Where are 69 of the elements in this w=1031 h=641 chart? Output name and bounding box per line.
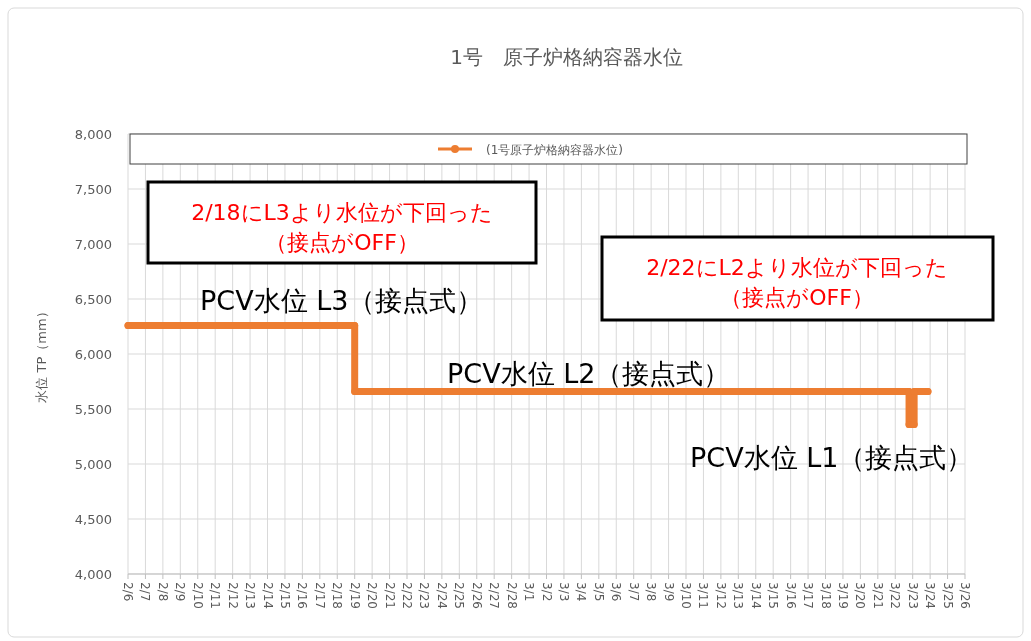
x-tick-label: 3/11 bbox=[696, 582, 711, 609]
x-tick-label: 2/15 bbox=[277, 582, 292, 609]
x-tick-label: 2/16 bbox=[295, 582, 310, 609]
x-tick-label: 2/21 bbox=[382, 582, 397, 609]
x-tick-label: 2/12 bbox=[225, 582, 240, 609]
annotation: （接点がOFF） bbox=[720, 285, 874, 310]
x-tick-label: 2/26 bbox=[469, 582, 484, 609]
x-tick-label: 3/7 bbox=[626, 582, 641, 602]
legend-label: (1号原子炉格納容器水位) bbox=[486, 143, 623, 157]
annotation: PCV水位 L3（接点式） bbox=[200, 285, 484, 316]
annotation: （接点がOFF） bbox=[265, 230, 419, 255]
annotation: PCV水位 L2（接点式） bbox=[447, 358, 731, 389]
x-tick-label: 2/6 bbox=[121, 582, 135, 602]
x-tick-label: 3/13 bbox=[731, 582, 746, 609]
x-tick-label: 2/19 bbox=[347, 582, 362, 609]
y-tick-label: 5,500 bbox=[74, 402, 112, 417]
x-tick-label: 3/12 bbox=[713, 582, 728, 609]
x-tick-label: 2/17 bbox=[312, 582, 327, 609]
x-tick-label: 2/27 bbox=[487, 582, 502, 609]
x-tick-label: 3/1 bbox=[522, 582, 537, 602]
x-tick-label: 3/19 bbox=[835, 582, 850, 609]
x-tick-label: 3/16 bbox=[783, 582, 798, 609]
x-tick-label: 2/28 bbox=[504, 582, 519, 609]
x-tick-label: 2/25 bbox=[452, 582, 467, 609]
x-tick-label: 2/18 bbox=[330, 582, 345, 609]
x-tick-label: 2/20 bbox=[365, 582, 380, 609]
y-tick-label: 7,000 bbox=[74, 237, 112, 252]
x-tick-label: 3/2 bbox=[539, 582, 554, 602]
annotation: 2/22にL2より水位が下回った bbox=[646, 255, 948, 280]
annotation: PCV水位 L1（接点式） bbox=[690, 442, 974, 473]
x-tick-label: 2/9 bbox=[173, 582, 188, 602]
y-tick-label: 6,000 bbox=[74, 347, 112, 362]
x-tick-label: 3/21 bbox=[870, 582, 885, 609]
x-tick-label: 2/24 bbox=[434, 582, 449, 609]
x-tick-label: 3/6 bbox=[609, 582, 624, 602]
y-tick-label: 5,000 bbox=[74, 457, 112, 472]
chart-title: 1号 原子炉格納容器水位 bbox=[450, 45, 683, 69]
x-tick-label: 2/14 bbox=[260, 582, 275, 609]
x-tick-label: 3/3 bbox=[556, 582, 571, 602]
x-tick-label: 2/10 bbox=[190, 582, 205, 609]
x-tick-label: 3/15 bbox=[766, 582, 781, 609]
x-tick-label: 3/8 bbox=[644, 582, 659, 602]
x-tick-label: 3/20 bbox=[853, 582, 868, 609]
x-tick-label: 3/24 bbox=[923, 582, 938, 609]
x-tick-label: 3/9 bbox=[661, 582, 676, 602]
annotation: 2/18にL3より水位が下回った bbox=[191, 200, 493, 225]
x-tick-label: 3/23 bbox=[905, 582, 920, 609]
x-tick-label: 3/10 bbox=[679, 582, 693, 609]
x-tick-label: 3/5 bbox=[591, 582, 606, 602]
x-tick-label: 2/7 bbox=[138, 582, 153, 602]
x-tick-label: 3/26 bbox=[958, 582, 972, 609]
x-tick-label: 2/23 bbox=[417, 582, 432, 609]
x-tick-label: 2/13 bbox=[243, 582, 258, 609]
x-tick-label: 3/4 bbox=[574, 582, 589, 602]
x-tick-label: 3/22 bbox=[888, 582, 903, 609]
y-axis-title: 水位 TP（mm） bbox=[34, 305, 49, 403]
y-tick-label: 6,500 bbox=[74, 292, 112, 307]
x-tick-label: 3/25 bbox=[940, 582, 955, 609]
x-tick-label: 2/11 bbox=[208, 582, 223, 609]
x-tick-label: 3/18 bbox=[818, 582, 833, 609]
y-tick-label: 8,000 bbox=[74, 127, 112, 142]
x-tick-label: 2/22 bbox=[400, 582, 414, 609]
y-tick-label: 4,000 bbox=[74, 567, 112, 582]
x-tick-label: 2/8 bbox=[155, 582, 170, 602]
y-tick-label: 4,500 bbox=[74, 512, 112, 527]
x-tick-label: 3/14 bbox=[748, 582, 763, 609]
legend: (1号原子炉格納容器水位) bbox=[129, 133, 968, 165]
y-tick-label: 7,500 bbox=[74, 182, 112, 197]
x-tick-label: 3/17 bbox=[801, 582, 816, 609]
